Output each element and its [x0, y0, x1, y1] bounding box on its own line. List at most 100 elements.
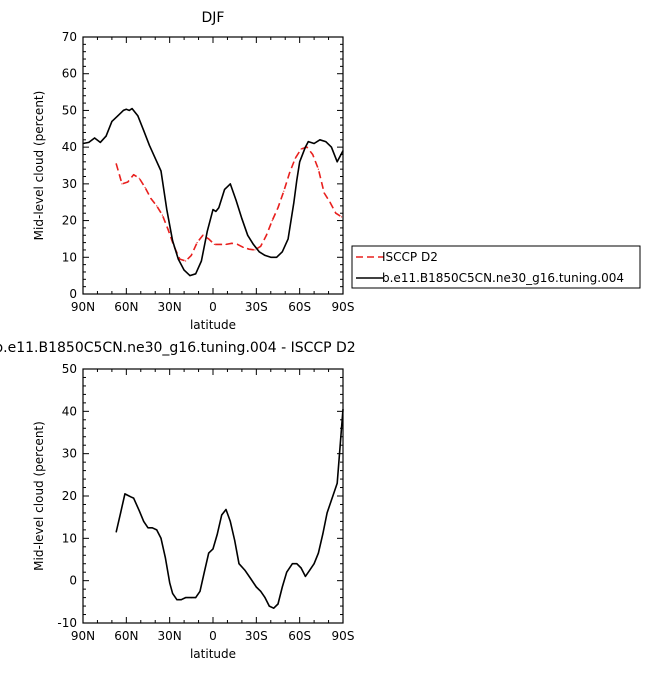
data-point-1 [166, 209, 168, 211]
data-point-0 [161, 214, 163, 216]
data-point-0 [133, 174, 135, 176]
data-point-1 [177, 258, 179, 260]
data-point-0 [219, 243, 221, 245]
data-point-0 [195, 597, 197, 599]
data-point-1 [281, 251, 283, 253]
data-point-0 [199, 590, 201, 592]
y-tick-label: 20 [62, 214, 77, 228]
x-tick-label: 60S [288, 629, 311, 643]
data-point-0 [208, 552, 210, 554]
data-point-0 [244, 569, 246, 571]
data-point-0 [342, 408, 344, 410]
data-point-1 [143, 130, 145, 132]
data-point-0 [229, 520, 231, 523]
data-point-1 [218, 207, 220, 209]
x-tick-label: 90S [332, 300, 355, 314]
data-point-0 [144, 186, 146, 189]
data-point-0 [130, 496, 132, 498]
data-point-0 [281, 586, 283, 588]
data-point-1 [137, 115, 139, 117]
data-point-1 [342, 150, 344, 152]
data-point-1 [88, 141, 90, 143]
y-tick-label: 70 [62, 30, 77, 44]
data-point-1 [172, 240, 174, 242]
data-point-1 [241, 218, 243, 220]
series-line-1 [82, 107, 344, 277]
y-tick-label: 30 [62, 177, 77, 191]
data-point-0 [255, 586, 257, 588]
data-point-0 [225, 508, 227, 511]
data-point-0 [277, 207, 279, 209]
plot-frame [82, 36, 344, 295]
data-point-0 [120, 512, 122, 514]
data-point-0 [341, 216, 343, 218]
data-point-0 [289, 172, 291, 174]
x-tick-label: 30S [245, 300, 268, 314]
y-tick-label: 20 [62, 489, 77, 503]
data-point-0 [323, 192, 325, 194]
data-point-0 [225, 243, 227, 245]
data-point-0 [216, 533, 218, 535]
data-point-0 [169, 582, 171, 584]
x-tick-label: 90N [71, 300, 95, 314]
data-point-0 [179, 258, 181, 260]
data-point-0 [213, 243, 215, 245]
data-point-0 [260, 590, 262, 592]
data-point-0 [151, 527, 153, 529]
data-point-0 [248, 248, 250, 250]
y-tick-label: 40 [62, 404, 77, 418]
data-point-0 [309, 569, 311, 571]
data-point-0 [185, 597, 187, 599]
data-point-0 [306, 146, 308, 148]
data-point-0 [138, 177, 140, 179]
legend-label-0: ISCCP D2 [382, 250, 438, 264]
data-point-0 [172, 592, 174, 595]
data-point-0 [203, 571, 205, 573]
data-point-1 [105, 135, 107, 137]
data-point-1 [212, 209, 214, 211]
data-point-1 [293, 201, 295, 203]
data-point-1 [270, 256, 272, 258]
legend-box [351, 245, 641, 289]
data-point-0 [250, 577, 252, 580]
y-tick-label: 60 [62, 67, 77, 81]
data-point-0 [336, 482, 338, 484]
data-point-0 [242, 246, 244, 248]
data-point-0 [254, 249, 256, 251]
data-point-0 [330, 499, 332, 501]
data-point-0 [277, 603, 279, 605]
x-tick-label: 60S [288, 300, 311, 314]
data-point-1 [154, 157, 156, 159]
data-point-0 [208, 238, 210, 240]
data-point-1 [99, 141, 101, 143]
data-point-1 [122, 109, 124, 111]
data-point-0 [286, 571, 288, 573]
data-point-1 [215, 210, 217, 212]
data-point-1 [195, 273, 197, 275]
data-point-1 [307, 141, 309, 143]
x-tick-label: 30S [245, 629, 268, 643]
x-tick-label: 90S [332, 629, 355, 643]
data-point-1 [287, 238, 289, 240]
x-tick-label: 60N [114, 629, 138, 643]
data-point-1 [229, 183, 231, 185]
data-point-1 [304, 146, 306, 148]
y-tick-label: 10 [62, 250, 77, 264]
data-point-0 [238, 563, 240, 565]
data-point-1 [111, 120, 113, 122]
data-point-0 [150, 197, 152, 200]
data-point-1 [336, 161, 338, 163]
data-point-1 [200, 260, 202, 262]
chart-title: b.e11.B1850C5CN.ne30_g16.tuning.004 - IS… [0, 340, 356, 356]
data-point-0 [326, 512, 328, 514]
y-tick-label: -10 [57, 616, 77, 630]
data-point-0 [234, 539, 236, 542]
data-point-1 [319, 139, 321, 141]
x-axis-label: latitude [190, 647, 236, 661]
data-point-0 [164, 556, 166, 559]
data-point-0 [268, 605, 270, 607]
data-point-0 [190, 597, 192, 599]
y-tick-label: 50 [62, 362, 77, 376]
data-point-1 [94, 137, 96, 139]
